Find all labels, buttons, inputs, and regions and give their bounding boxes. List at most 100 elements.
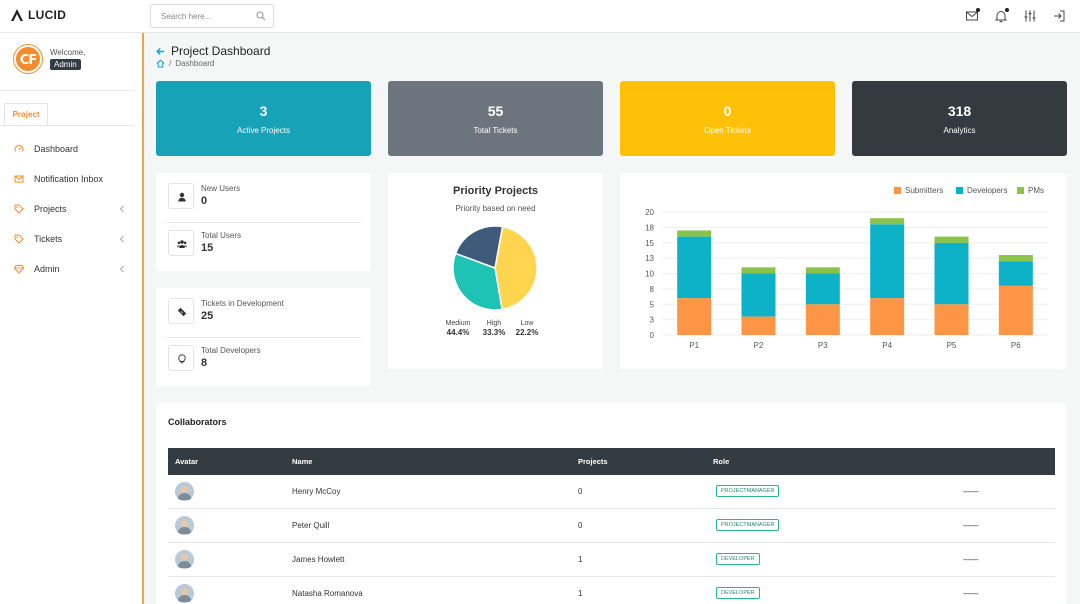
tile-label: Total Tickets [473, 126, 518, 135]
search-box[interactable] [150, 4, 274, 28]
pie-subtitle: Priority based on need [455, 204, 536, 213]
brand-name: LUCID [28, 8, 67, 22]
tab-project[interactable]: Project [4, 103, 48, 125]
stat-value: 0 [201, 195, 208, 207]
stat-value: 15 [201, 242, 214, 254]
speedometer-icon [14, 145, 24, 152]
table-row[interactable]: Henry McCoy 0 PROJECTMANAGER ------- [168, 475, 1055, 509]
new-users-stat: New Users 0 [166, 177, 361, 219]
stat-value: 25 [201, 310, 214, 322]
brand-logo[interactable]: LUCID [10, 8, 66, 22]
legend-pms[interactable]: PMs [1017, 186, 1044, 195]
tile-open-tickets[interactable]: 0 Open Tickets [620, 81, 835, 156]
bell-icon[interactable] [994, 8, 1009, 23]
sidebar-item-notification-inbox[interactable]: Notification Inbox [14, 172, 136, 186]
collaborator-name: Peter Quill [292, 521, 330, 530]
lightbulb-icon [168, 345, 194, 371]
tile-value: 3 [259, 103, 268, 119]
y-tick-label: 10 [645, 270, 654, 279]
bar-pms-p5 [934, 236, 969, 243]
development-card: Tickets in Development 25 Total Develope… [156, 288, 371, 386]
table-row[interactable]: Peter Quill 0 PROJECTMANAGER ------- [168, 509, 1055, 543]
tile-label: Open Tickets [704, 126, 751, 135]
mail-icon[interactable] [965, 8, 980, 23]
legend-developers[interactable]: Developers [956, 186, 1007, 195]
logout-icon[interactable] [1052, 9, 1066, 23]
column-header-name[interactable]: Name [292, 457, 313, 466]
mail-icon [14, 175, 24, 183]
avatar[interactable] [175, 516, 194, 535]
sliders-icon[interactable] [1023, 9, 1037, 23]
sidebar-item-label: Notification Inbox [34, 174, 104, 184]
search-input[interactable] [151, 5, 251, 27]
x-tick-label: P1 [689, 341, 699, 350]
ticket-icon [168, 298, 194, 324]
stat-value: 8 [201, 357, 208, 369]
row-placeholder: ------- [963, 589, 979, 598]
avatar[interactable]: CF [14, 45, 42, 73]
x-tick-label: P2 [754, 341, 764, 350]
role-badge: PROJECTMANAGER [716, 519, 780, 531]
avatar[interactable] [175, 482, 194, 501]
tile-label: Analytics [943, 126, 976, 135]
sidebar-scrollbar[interactable] [142, 33, 144, 604]
stat-label: Total Users [201, 231, 242, 240]
y-tick-label: 20 [645, 208, 654, 217]
bar-submitters-p5 [934, 304, 969, 335]
y-tick-label: 0 [650, 331, 655, 340]
x-tick-label: P6 [1011, 341, 1021, 350]
user-role-badge[interactable]: Admin [50, 59, 81, 70]
priority-projects-card: Priority Projects Priority based on need… [388, 173, 603, 369]
tickets-bar-chart-card: Submitters Developers PMs 20 18 15 13 10 8 5 3 0… [620, 173, 1066, 369]
collaborator-name: Henry McCoy [292, 487, 341, 496]
table-row[interactable]: Natasha Romanova 1 DEVELOPER ------- [168, 577, 1055, 604]
bar-submitters-p6 [998, 285, 1033, 335]
search-icon[interactable] [256, 11, 266, 21]
column-header-projects[interactable]: Projects [578, 457, 608, 466]
legend-label: Submitters [905, 186, 944, 195]
sidebar-item-label: Admin [34, 264, 60, 274]
tickets-in-development-stat: Tickets in Development 25 [166, 292, 361, 334]
card-divider [166, 222, 361, 223]
user-account[interactable]: CF Welcome, Admin [14, 45, 85, 73]
sidebar-item-admin[interactable]: Admin [14, 262, 136, 276]
back-arrow-icon[interactable] [156, 47, 165, 56]
bar-pms-p4 [870, 218, 905, 225]
bar-submitters-p3 [805, 304, 840, 335]
legend-submitters[interactable]: Submitters [894, 186, 943, 195]
column-header-role[interactable]: Role [713, 457, 730, 466]
y-tick-label: 3 [650, 316, 655, 325]
sidebar-item-dashboard[interactable]: Dashboard [14, 142, 136, 156]
users-icon [168, 230, 194, 256]
avatar[interactable] [175, 550, 194, 569]
tile-active-projects[interactable]: 3 Active Projects [156, 81, 371, 156]
role-badge: DEVELOPER [716, 553, 760, 565]
card-divider [166, 337, 361, 338]
page-title: Project Dashboard [156, 44, 270, 58]
pie-legend-label: High [486, 320, 502, 327]
stat-label: New Users [201, 184, 241, 193]
table-header: Avatar Name Projects Role [168, 448, 1055, 475]
y-tick-label: 5 [650, 300, 655, 309]
page-title-text: Project Dashboard [171, 44, 271, 58]
tile-value: 318 [947, 103, 972, 119]
sidebar-item-projects[interactable]: Projects [14, 202, 136, 216]
tile-analytics[interactable]: 318 Analytics [852, 81, 1067, 156]
home-icon[interactable] [156, 59, 165, 68]
avatar[interactable] [175, 584, 194, 603]
pie-slice-high [452, 252, 503, 311]
sidebar-item-tickets[interactable]: Tickets [14, 232, 136, 246]
legend-swatch [956, 187, 963, 194]
sidebar: CF Welcome, Admin Project Dashboard Noti… [0, 33, 144, 604]
pie-title: Priority Projects [453, 185, 538, 197]
column-header-avatar[interactable]: Avatar [175, 457, 199, 466]
tile-total-tickets[interactable]: 55 Total Tickets [388, 81, 603, 156]
sidebar-item-label: Dashboard [34, 144, 79, 154]
bar-developers-p2 [741, 273, 776, 317]
y-tick-label: 13 [645, 254, 654, 263]
table-row[interactable]: James Howlett 1 DEVELOPER ------- [168, 543, 1055, 577]
legend-swatch [1017, 187, 1024, 194]
chevron-left-icon [119, 265, 124, 273]
y-tick-label: 8 [650, 285, 655, 294]
bar-developers-p5 [934, 242, 969, 305]
